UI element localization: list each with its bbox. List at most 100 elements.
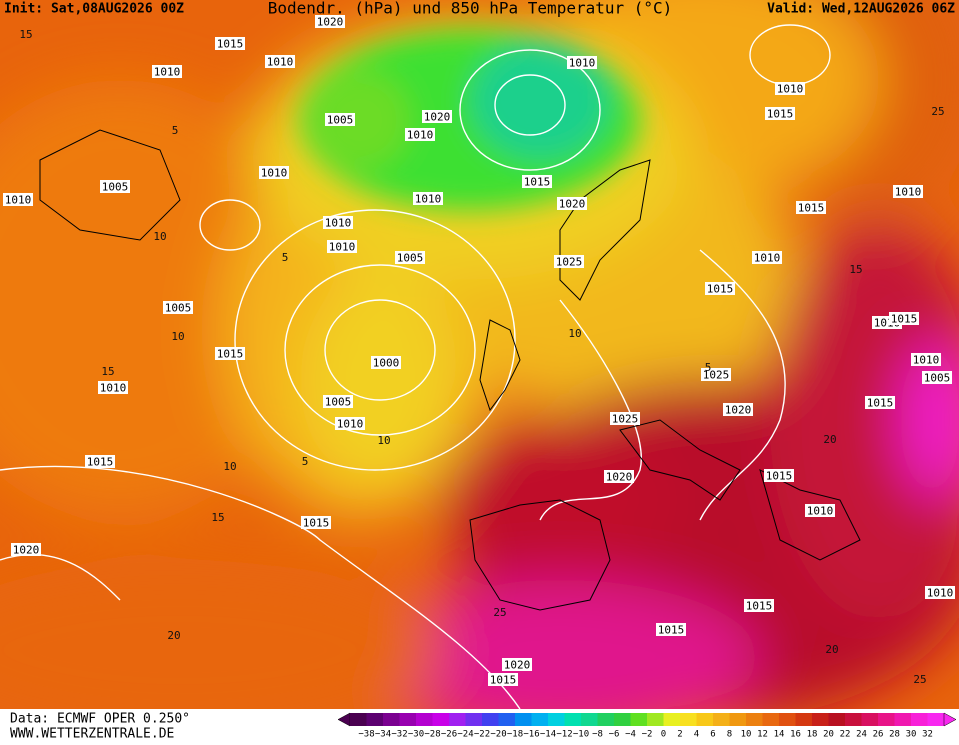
colorbar-tick-label: 30	[906, 730, 917, 740]
colorbar-tick-label: 0	[661, 730, 666, 740]
colorbar-segment	[416, 713, 433, 726]
isobar-label-bg	[775, 82, 805, 95]
isobar-label: 1005	[165, 302, 192, 315]
colorbar-tick-label: 28	[889, 730, 900, 740]
colorbar-segment	[795, 713, 813, 726]
colorbar-segment	[812, 713, 829, 726]
isobars	[0, 24, 831, 709]
colorbar-segment	[845, 713, 862, 726]
colorbar-tick-label: 32	[922, 730, 933, 740]
isobar-label-bg	[764, 469, 794, 482]
colorbar-tick-label: 10	[741, 730, 752, 740]
isobar-label: 1015	[891, 313, 918, 326]
colorbar-segment	[878, 713, 895, 726]
colorbar-tick-label: 26	[873, 730, 884, 740]
colorbar-tick-label: −14	[540, 730, 556, 740]
isobar-label: 1010	[415, 193, 442, 206]
isobar-label-bg	[522, 175, 552, 188]
colorbar-tick-label: −28	[424, 730, 440, 740]
isobar-label: 1020	[504, 659, 531, 672]
colorbar-tick-label: −20	[490, 730, 506, 740]
data-source: Data: ECMWF OPER 0.250°	[10, 712, 190, 727]
isobar-label-bg	[152, 65, 182, 78]
temperature-label: 5	[705, 361, 712, 374]
isobar-label-bg	[752, 251, 782, 264]
isobar-label-bg	[11, 543, 41, 556]
colorbar-segment	[498, 713, 516, 726]
valid-time: Valid: Wed,12AUG2026 06Z	[767, 2, 955, 17]
temperature-label: 20	[825, 643, 838, 656]
temperature-label: 10	[153, 230, 166, 243]
colorbar-tick-label: 16	[790, 730, 801, 740]
colorbar-segment	[564, 713, 582, 726]
isobar-label: 1010	[329, 241, 356, 254]
isobar-label-bg	[98, 381, 128, 394]
colorbar-tick-label: −10	[573, 730, 589, 740]
isobar-label-bg	[865, 396, 895, 409]
isobar-label: 1015	[658, 624, 685, 637]
isobar-label: 1010	[261, 167, 288, 180]
temperature-label: 25	[493, 606, 506, 619]
temperature-label: 10	[223, 460, 236, 473]
temperature-label: 5	[302, 455, 309, 468]
isobar-label: 1010	[754, 252, 781, 265]
isobar-label-bg	[610, 412, 640, 425]
isobar-label: 1005	[325, 396, 352, 409]
colorbar-segment	[630, 713, 648, 726]
colorbar-tick-label: 4	[694, 730, 699, 740]
colorbar-segment	[449, 713, 466, 726]
isobar-label-bg	[723, 403, 753, 416]
colorbar-tick-label: −12	[556, 730, 572, 740]
isobar-label-bg	[413, 192, 443, 205]
colorbar-tick-label: −8	[592, 730, 603, 740]
isobar-label-bg	[805, 504, 835, 517]
isobar-label-bg	[893, 185, 923, 198]
isobar-label-bg	[259, 166, 289, 179]
colorbar-arrow-right	[943, 712, 957, 727]
colorbar-tick-label: −6	[609, 730, 620, 740]
colorbar-segment	[432, 713, 450, 726]
isobar-label-bg	[604, 470, 634, 483]
isobar-label-bg	[323, 216, 353, 229]
isobar-label-bg	[405, 128, 435, 141]
colorbar-segment	[597, 713, 615, 726]
isobar-label: 1010	[927, 587, 954, 600]
isobar-label: 1015	[746, 600, 773, 613]
isobar-label-bg	[701, 368, 731, 381]
isobar-label: 1025	[703, 369, 730, 382]
colorbar-segment	[663, 713, 681, 726]
isobar-label-bg	[744, 599, 774, 612]
temperature-label: 20	[823, 433, 836, 446]
colorbar-segment	[366, 713, 384, 726]
colorbar-tick-label: 18	[807, 730, 818, 740]
isobar-label-bg	[335, 417, 365, 430]
isobar-label: 1010	[267, 56, 294, 69]
isobar-label-bg	[488, 673, 518, 686]
colorbar-tick-label: 14	[774, 730, 785, 740]
colorbar-segment	[581, 713, 598, 726]
isobar-label: 1010	[777, 83, 804, 96]
isobar-label-bg	[327, 240, 357, 253]
colorbar-tick-label: 8	[727, 730, 732, 740]
isobar-label: 1015	[217, 38, 244, 51]
isobar-label: 1015	[490, 674, 517, 687]
isobar-label: 1010	[895, 186, 922, 199]
isobar-label-bg	[554, 255, 584, 268]
temperature-label: 5	[282, 251, 289, 264]
colorbar-segment	[399, 713, 417, 726]
colorbar-segment	[746, 713, 763, 726]
isobar-label: 1005	[924, 372, 951, 385]
isobar-label: 1020	[559, 198, 586, 211]
colorbar-segment	[614, 713, 631, 726]
isobar-label: 1015	[767, 108, 794, 121]
isobar-label: 1020	[13, 544, 40, 557]
isobar-label: 1005	[327, 114, 354, 127]
colorbar-tick-label: −4	[625, 730, 636, 740]
isobar-label: 1000	[373, 357, 400, 370]
colorbar-segment	[647, 713, 664, 726]
colorbar-segment	[680, 713, 697, 726]
isobar-label-bg	[889, 312, 919, 325]
colorbar-tick-label: 6	[710, 730, 715, 740]
colorbar-tick-label: 12	[757, 730, 768, 740]
temperature-label: 15	[19, 28, 32, 41]
